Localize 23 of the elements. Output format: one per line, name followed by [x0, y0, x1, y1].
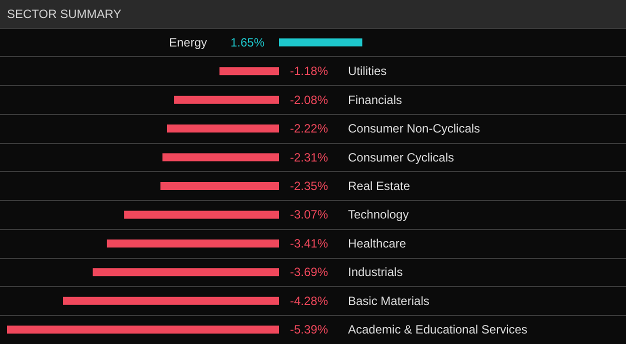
data-label: -2.35% — [290, 179, 328, 193]
y-tick-label: Technology — [348, 208, 409, 222]
y-tick-label: Financials — [348, 92, 402, 107]
y-tick-label: Utilities — [348, 64, 387, 78]
y-tick-label: Real Estate — [348, 179, 410, 193]
data-label: -3.41% — [290, 236, 328, 250]
y-tick-label: Healthcare — [348, 236, 406, 250]
data-label: -3.07% — [290, 208, 328, 222]
y-tick-label: Academic & Educational Services — [348, 322, 528, 337]
chart-title: SECTOR SUMMARY — [7, 7, 122, 21]
y-tick-label: Industrials — [348, 265, 403, 280]
y-tick-label: Consumer Cyclicals — [348, 150, 454, 164]
data-label: -3.69% — [290, 265, 328, 280]
data-label: -4.28% — [290, 294, 328, 308]
data-label: -2.31% — [290, 150, 328, 164]
data-label: 1.65% — [230, 35, 265, 50]
data-label: -2.22% — [290, 122, 328, 136]
y-tick-label: Consumer Non-Cyclicals — [348, 122, 480, 136]
y-tick-label: Energy — [168, 35, 208, 50]
data-label: -1.18% — [290, 64, 328, 78]
data-label: -5.39% — [290, 322, 328, 337]
data-label: -2.08% — [290, 92, 328, 107]
y-tick-label: Basic Materials — [348, 294, 430, 308]
